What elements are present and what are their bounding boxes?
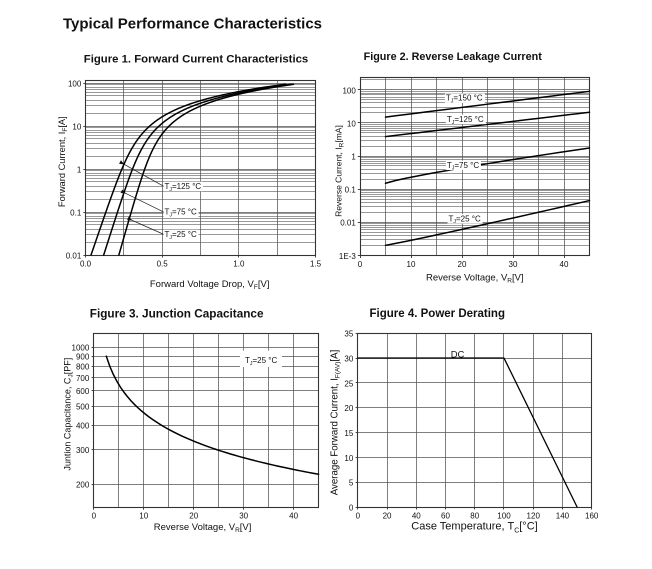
svg-text:TJ=25 °C: TJ=25 °C (245, 356, 277, 367)
svg-text:100: 100 (497, 511, 511, 520)
svg-text:900: 900 (76, 353, 90, 362)
svg-text:Average Forward Current, IF(AV: Average Forward Current, IF(AV)[A] (329, 350, 341, 496)
svg-text:120: 120 (527, 511, 541, 520)
svg-text:700: 700 (76, 374, 90, 383)
svg-text:100: 100 (68, 80, 82, 89)
svg-text:0: 0 (358, 260, 363, 269)
svg-text:DC: DC (451, 349, 465, 360)
svg-text:10: 10 (72, 123, 81, 132)
svg-text:0: 0 (356, 511, 361, 520)
svg-text:1.0: 1.0 (233, 259, 245, 268)
svg-text:0.01: 0.01 (66, 252, 82, 261)
svg-text:40: 40 (289, 512, 298, 521)
svg-text:35: 35 (344, 330, 353, 339)
svg-text:10: 10 (407, 260, 416, 269)
svg-text:40: 40 (560, 260, 569, 269)
svg-text:0.1: 0.1 (70, 209, 82, 218)
svg-text:Forward Voltage Drop, VF[V]: Forward Voltage Drop, VF[V] (150, 279, 270, 291)
svg-text:25: 25 (344, 379, 353, 388)
svg-text:0.5: 0.5 (157, 259, 169, 268)
svg-text:TJ=150 °C: TJ=150 °C (446, 94, 483, 105)
svg-text:160: 160 (585, 511, 599, 520)
svg-text:TJ=75 °C: TJ=75 °C (447, 161, 479, 172)
svg-text:100: 100 (342, 86, 356, 95)
svg-text:200: 200 (76, 481, 90, 490)
svg-text:Figure 2. Reverse Leakage Curr: Figure 2. Reverse Leakage Current (364, 51, 543, 63)
svg-text:Figure 3. Junction Capacitance: Figure 3. Junction Capacitance (90, 307, 264, 320)
svg-text:TJ=125 °C: TJ=125 °C (447, 115, 484, 126)
svg-text:Reverse Voltage, VR[V]: Reverse Voltage, VR[V] (426, 273, 524, 285)
svg-text:30: 30 (509, 260, 518, 269)
svg-text:0.0: 0.0 (80, 259, 92, 268)
svg-text:TJ=25 °C: TJ=25 °C (449, 214, 481, 225)
svg-text:Reverse Current, IR[mA]: Reverse Current, IR[mA] (334, 125, 346, 217)
svg-text:10: 10 (139, 512, 148, 521)
svg-text:1000: 1000 (72, 344, 90, 353)
svg-text:Figure 4. Power Derating: Figure 4. Power Derating (370, 308, 505, 320)
svg-text:20: 20 (458, 260, 467, 269)
svg-text:0: 0 (349, 504, 354, 513)
svg-text:Juntion Capacitance, CJ[PF]: Juntion Capacitance, CJ[PF] (63, 358, 75, 471)
svg-text:20: 20 (189, 512, 198, 521)
svg-text:Case Temperature, TC[°C]: Case Temperature, TC[°C] (411, 521, 537, 535)
svg-text:TJ=25 °C: TJ=25 °C (165, 230, 197, 241)
svg-text:20: 20 (383, 511, 392, 520)
svg-text:Reverse Voltage, VR[V]: Reverse Voltage, VR[V] (154, 522, 252, 534)
svg-text:80: 80 (470, 511, 479, 520)
svg-text:10: 10 (344, 454, 353, 463)
svg-text:40: 40 (412, 511, 421, 520)
svg-text:15: 15 (344, 429, 353, 438)
svg-text:1E-3: 1E-3 (339, 252, 356, 261)
svg-text:1.5: 1.5 (310, 259, 322, 268)
svg-text:TJ=75 °C: TJ=75 °C (165, 208, 197, 219)
svg-text:0.1: 0.1 (345, 186, 357, 195)
svg-text:1: 1 (77, 166, 82, 175)
svg-text:Typical Performance Characteri: Typical Performance Characteristics (63, 15, 322, 32)
svg-text:1: 1 (351, 153, 356, 162)
svg-text:30: 30 (344, 355, 353, 364)
svg-text:0: 0 (92, 512, 97, 521)
svg-text:60: 60 (441, 511, 450, 520)
svg-text:0.01: 0.01 (340, 219, 356, 228)
svg-text:TJ=125 °C: TJ=125 °C (165, 182, 202, 193)
svg-text:Figure 1. Forward Current Char: Figure 1. Forward Current Characteristic… (84, 54, 308, 66)
svg-text:800: 800 (76, 363, 90, 372)
svg-text:400: 400 (76, 422, 90, 431)
svg-text:140: 140 (556, 511, 570, 520)
svg-text:20: 20 (344, 404, 353, 413)
svg-text:5: 5 (349, 479, 354, 488)
svg-text:30: 30 (239, 512, 248, 521)
svg-text:600: 600 (76, 387, 90, 396)
svg-text:Forward Current, IF[A]: Forward Current, IF[A] (57, 116, 69, 207)
svg-text:300: 300 (76, 446, 90, 455)
svg-text:10: 10 (347, 119, 356, 128)
svg-text:500: 500 (76, 403, 90, 412)
